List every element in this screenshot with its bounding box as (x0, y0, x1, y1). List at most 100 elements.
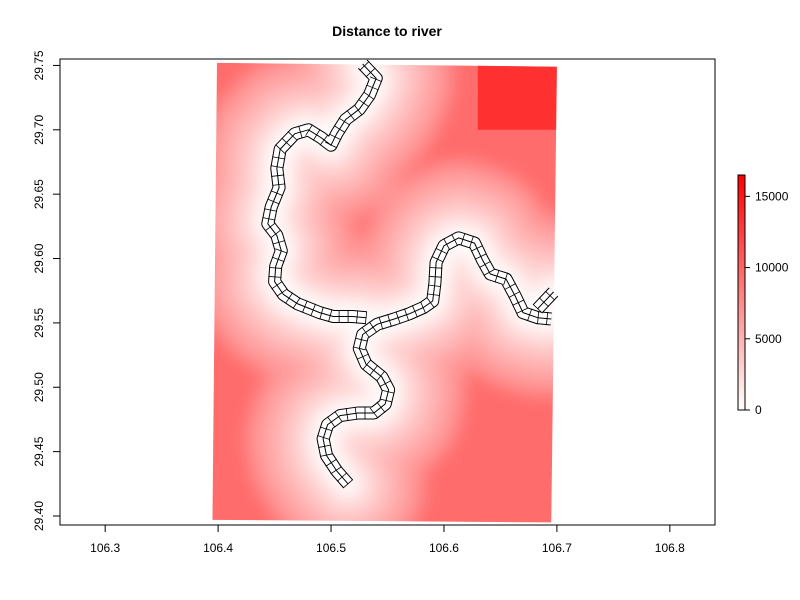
river-section-tick (431, 256, 444, 263)
river-section-tick (338, 117, 351, 126)
river-section-tick (426, 297, 435, 309)
x-axis: 106.3 106.4 106.5 106.6 106.7 106.8 (90, 524, 685, 555)
x-tick-label: 106.6 (429, 541, 459, 555)
river-section-tick (269, 267, 283, 269)
river-section-tick (538, 297, 549, 307)
river-section-tick (469, 235, 474, 249)
river-section-tick (264, 222, 276, 232)
colorbar-tick-label: 0 (755, 403, 762, 417)
river-section-tick (369, 76, 383, 82)
river-section-tick (325, 458, 337, 467)
river-centerline-2 (537, 291, 554, 310)
river-section-tick (356, 353, 369, 360)
river-section-tick (494, 269, 500, 283)
river-section-tick (387, 314, 392, 327)
river-section-tick (264, 208, 278, 212)
river-section-tick (376, 370, 386, 382)
river-network (261, 59, 559, 489)
river-section-tick (302, 300, 308, 313)
river-section-tick (428, 276, 442, 278)
y-tick-label: 29.70 (32, 114, 46, 144)
river-section-tick (356, 310, 359, 324)
x-tick-label: 106.5 (316, 541, 346, 555)
river-section-tick (270, 165, 284, 169)
colorbar-tick-label: 10000 (755, 261, 789, 275)
river-section-tick (516, 307, 529, 314)
river-section-tick (328, 309, 333, 322)
river-section-tick (537, 311, 540, 325)
river-section-tick (545, 290, 556, 301)
river-section-tick (327, 416, 336, 428)
river-section-tick (546, 312, 549, 326)
river-section-tick (404, 308, 410, 321)
river-section-tick (272, 183, 286, 186)
river-section-tick (271, 256, 285, 263)
river-section-tick (267, 198, 280, 205)
river-section-tick (443, 238, 451, 251)
river-section-tick (354, 406, 358, 420)
river-section-tick (336, 472, 348, 482)
y-axis: 29.40 29.45 29.50 29.55 29.60 29.65 29.70 29.75 (32, 50, 61, 531)
river-centerline-1 (267, 63, 377, 319)
river-section-tick (512, 299, 525, 306)
y-tick-label: 29.40 (32, 501, 46, 531)
river-section-tick (379, 398, 393, 403)
river-section-tick (359, 61, 370, 71)
river-section-tick (369, 407, 379, 419)
river-section-tick (428, 284, 442, 287)
river-section-tick (272, 240, 286, 245)
river-section-tick (429, 267, 443, 269)
river-section-tick (503, 272, 508, 286)
river-section-tick (504, 283, 517, 291)
river-section-tick (270, 229, 282, 239)
river-section-tick (366, 84, 379, 91)
river-section-tick (474, 253, 487, 260)
river-section-tick (275, 248, 288, 254)
river-section-tick (395, 311, 401, 324)
river-section-tick (483, 268, 496, 276)
river-section-tick (318, 444, 332, 448)
river-section-tick (319, 306, 324, 320)
river-section-tick (354, 337, 368, 342)
colorbar-tick-label: 5000 (755, 332, 782, 346)
river-section-tick (381, 389, 395, 394)
river-section-tick (329, 133, 342, 141)
river-section-tick (353, 104, 363, 116)
river-section-tick (368, 321, 378, 333)
colorbar-tick-label: 15000 (755, 189, 789, 203)
river-section-tick (319, 134, 329, 146)
river-section-tick (272, 156, 286, 160)
y-tick-label: 29.65 (32, 179, 46, 209)
river-centerline-0 (322, 237, 552, 485)
colorbar-gradient (737, 174, 746, 411)
river-section-tick (532, 303, 543, 314)
river-section-tick (262, 217, 276, 221)
river-section-tick (342, 479, 354, 489)
river-section-tick (287, 131, 298, 141)
river-section-tick (451, 234, 459, 246)
river-section-tick (527, 308, 533, 322)
river-section-tick (378, 316, 384, 330)
river-section-tick (333, 125, 346, 133)
river-section-tick (470, 245, 483, 252)
river-section-tick (411, 305, 418, 318)
river-section-tick (365, 311, 368, 325)
river-section-tick (345, 408, 349, 422)
river-section-tick (325, 141, 338, 149)
river-section-tick (362, 359, 372, 370)
river-section-tick (435, 247, 448, 255)
river-section-tick (420, 301, 427, 314)
y-tick-label: 29.45 (32, 436, 46, 466)
river-section-tick (346, 110, 356, 121)
x-tick-label: 106.4 (203, 541, 233, 555)
river-section-tick (312, 129, 321, 141)
river-section-tick (292, 297, 301, 309)
river-section-tick (376, 402, 386, 413)
river-section-tick (310, 303, 316, 317)
river-section-tick (281, 137, 292, 148)
river-section-tick (508, 291, 521, 298)
river-section-tick (334, 411, 343, 423)
river-section-tick (361, 326, 370, 338)
river-section-tick (268, 276, 282, 278)
